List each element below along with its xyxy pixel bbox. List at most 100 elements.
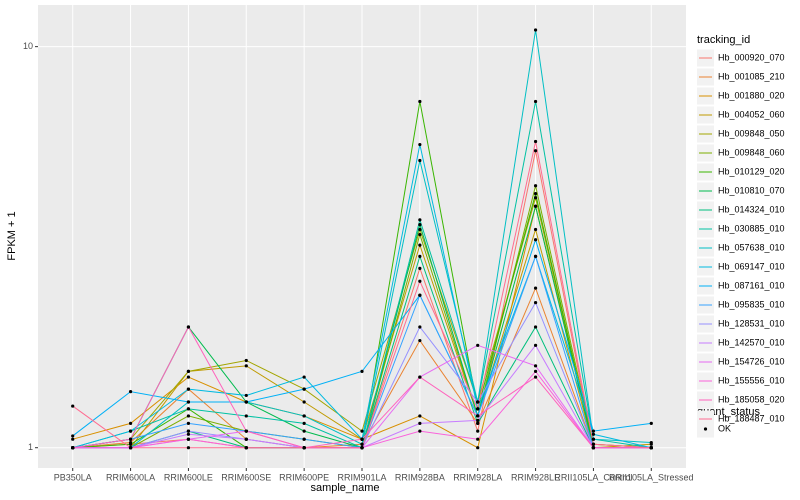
data-point: [533, 286, 538, 290]
legend-point: [703, 427, 708, 431]
legend-label: Hb_057638_010: [718, 242, 785, 252]
data-point: [360, 369, 364, 373]
data-point: [71, 404, 75, 408]
x-tick-label: RRII105LA_Stressed: [609, 472, 694, 482]
data-point: [476, 418, 480, 422]
data-point: [418, 227, 422, 232]
data-point: [418, 254, 422, 258]
x-tick-label: RRIM928LE: [511, 472, 560, 482]
x-tick-label: RRIM928LA: [453, 472, 502, 482]
legend-label: Hb_188487_010: [718, 413, 785, 423]
data-point: [244, 437, 248, 441]
data-point: [533, 196, 538, 200]
data-point: [302, 375, 306, 379]
data-point: [186, 414, 191, 418]
legend-label: Hb_004052_060: [718, 109, 785, 119]
data-point: [302, 437, 306, 441]
data-point: [591, 446, 596, 450]
legend-label: Hb_009848_060: [718, 147, 785, 157]
data-point: [533, 343, 538, 347]
data-point: [533, 254, 538, 258]
data-point: [418, 414, 422, 418]
data-point: [533, 139, 538, 144]
legend-label: Hb_154726_010: [718, 356, 785, 366]
data-point: [533, 369, 538, 373]
data-point: [186, 446, 191, 450]
data-point: [533, 184, 538, 188]
data-point: [476, 400, 480, 404]
data-point: [418, 243, 422, 247]
x-tick-label: RRIM600SE: [221, 472, 271, 482]
legend-label: Hb_000920_070: [718, 52, 785, 62]
data-point: [533, 149, 538, 153]
legend-label: Hb_087161_010: [718, 280, 785, 290]
legend-label: Hb_001085_210: [718, 71, 785, 81]
data-point: [418, 218, 422, 222]
data-point: [418, 338, 422, 343]
data-point: [71, 437, 75, 441]
data-point: [591, 432, 596, 436]
legend-label: Hb_128531_010: [718, 318, 785, 328]
data-point: [186, 375, 191, 379]
data-point: [418, 158, 422, 163]
y-axis-title: FPKM + 1: [6, 211, 18, 260]
data-point: [128, 442, 133, 446]
data-point: [186, 325, 191, 329]
data-point: [418, 222, 422, 227]
data-point: [244, 446, 248, 450]
data-point: [418, 325, 422, 329]
data-point: [533, 238, 538, 242]
data-point: [476, 429, 480, 433]
x-tick-label: RRIM600LE: [164, 472, 213, 482]
x-tick-label: RRIM600PE: [279, 472, 329, 482]
legend-title: tracking_id: [697, 34, 750, 46]
data-point: [476, 343, 480, 347]
legend-label: OK: [718, 423, 731, 433]
data-point: [186, 437, 191, 441]
legend-label: Hb_095835_010: [718, 299, 785, 309]
data-point: [360, 446, 364, 450]
data-point: [418, 266, 422, 270]
legend-label: Hb_010810_070: [718, 185, 785, 195]
data-point: [186, 400, 191, 404]
data-point: [476, 437, 480, 441]
data-point: [533, 375, 538, 379]
data-point: [476, 421, 480, 425]
data-point: [244, 414, 248, 418]
data-point: [128, 429, 133, 433]
data-point: [418, 293, 422, 297]
legend-label: Hb_185058_020: [718, 394, 785, 404]
data-point: [476, 414, 480, 418]
data-point: [244, 364, 248, 368]
data-point: [649, 446, 653, 450]
legend-label: Hb_014324_010: [718, 204, 785, 214]
data-point: [533, 28, 538, 32]
data-point: [533, 227, 538, 232]
x-tick-label: PB350LA: [54, 472, 92, 482]
data-point: [128, 437, 133, 441]
data-point: [244, 429, 248, 433]
data-point: [244, 393, 248, 398]
data-point: [649, 421, 653, 425]
x-tick-label: RRII105LA_Control: [554, 472, 632, 482]
y-tick-label: 1: [28, 442, 33, 452]
data-point: [476, 446, 480, 450]
data-point: [186, 387, 191, 391]
data-point: [71, 434, 75, 438]
data-point: [649, 440, 653, 445]
data-point: [418, 429, 422, 433]
legend-label: Hb_142570_010: [718, 337, 785, 347]
x-tick-label: RRIM928BA: [395, 472, 445, 482]
x-tick-label: RRIM600LA: [106, 472, 155, 482]
data-point: [533, 192, 538, 196]
data-point: [302, 421, 306, 425]
data-point: [302, 429, 306, 433]
x-axis-title: sample_name: [310, 482, 379, 494]
legend-label: Hb_001880_020: [718, 90, 785, 100]
data-point: [71, 446, 75, 450]
legend-label: Hb_010129_020: [718, 166, 785, 176]
data-point: [418, 232, 422, 237]
data-point: [360, 442, 364, 446]
data-point: [128, 421, 133, 425]
